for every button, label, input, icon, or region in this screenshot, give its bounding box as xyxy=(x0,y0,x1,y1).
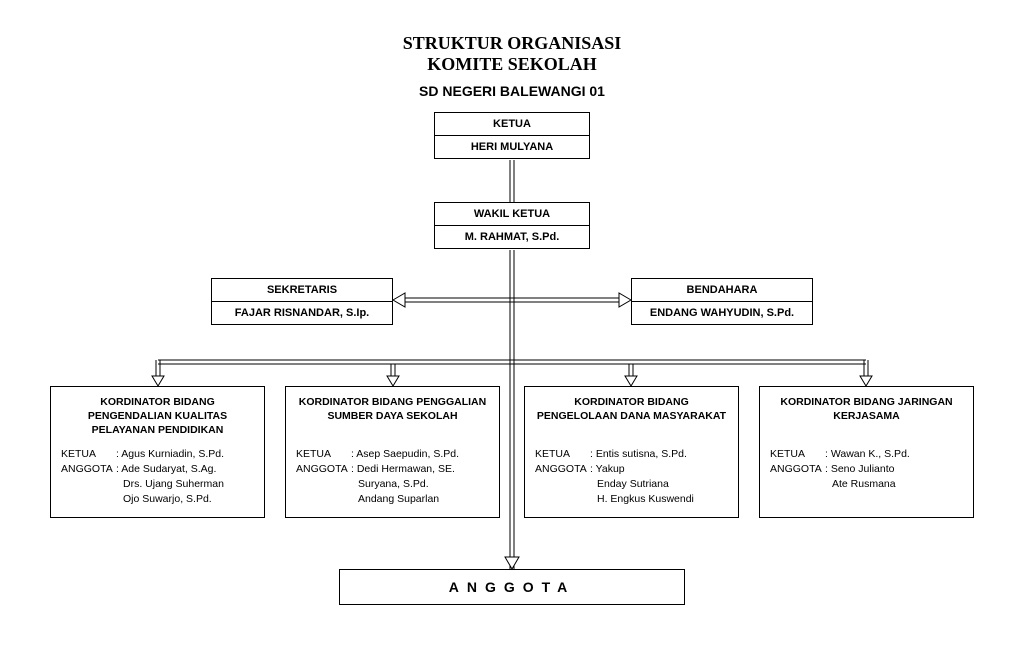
k4-a1: Ate Rusmana xyxy=(825,478,896,490)
org-chart-canvas: STRUKTUR ORGANISASI KOMITE SEKOLAH SD NE… xyxy=(0,0,1024,653)
k2-a1: Suryana, S.Pd. xyxy=(351,478,429,490)
koordinator-title-1: KORDINATOR BIDANG PENGENDALIAN KUALITAS … xyxy=(61,395,254,439)
koordinator-body-2: KETUAAsep Saepudin, S.Pd. ANGGOTADedi He… xyxy=(296,447,489,507)
koordinator-title-3: KORDINATOR BIDANG PENGELOLAAN DANA MASYA… xyxy=(535,395,728,439)
node-ketua-role: KETUA xyxy=(435,113,589,136)
k1-a0: Ade Sudaryat, S.Ag. xyxy=(116,463,216,475)
k2-ketua: Asep Saepudin, S.Pd. xyxy=(351,448,459,460)
school-name: SD NEGERI BALEWANGI 01 xyxy=(0,83,1024,99)
title-line1: STRUKTUR ORGANISASI xyxy=(0,33,1024,54)
anggota-label: ANGGOTA xyxy=(535,462,590,477)
k3-ketua: Entis sutisna, S.Pd. xyxy=(590,448,687,460)
k3-a0: Yakup xyxy=(590,463,625,475)
k1-ketua: Agus Kurniadin, S.Pd. xyxy=(116,448,224,460)
anggota-label: ANGGOTA xyxy=(770,462,825,477)
node-ketua: KETUA HERI MULYANA xyxy=(434,112,590,159)
title-line2: KOMITE SEKOLAH xyxy=(0,54,1024,75)
k4-ketua: Wawan K., S.Pd. xyxy=(825,448,910,460)
koordinator-body-1: KETUAAgus Kurniadin, S.Pd. ANGGOTAAde Su… xyxy=(61,447,254,507)
node-sekretaris-role: SEKRETARIS xyxy=(212,279,392,302)
k1-a1: Drs. Ujang Suherman xyxy=(116,478,224,490)
title-block: STRUKTUR ORGANISASI KOMITE SEKOLAH SD NE… xyxy=(0,33,1024,99)
anggota-bar-text: ANGGOTA xyxy=(449,579,576,595)
node-wakil-name: M. RAHMAT, S.Pd. xyxy=(435,226,589,248)
k1-a2: Ojo Suwarjo, S.Pd. xyxy=(116,493,212,505)
node-ketua-name: HERI MULYANA xyxy=(435,136,589,158)
k3-a2: H. Engkus Kuswendi xyxy=(590,493,694,505)
anggota-bar: ANGGOTA xyxy=(339,569,685,605)
koordinator-body-4: KETUAWawan K., S.Pd. ANGGOTASeno Juliant… xyxy=(770,447,963,507)
ketua-label: KETUA xyxy=(61,447,116,462)
node-wakil-role: WAKIL KETUA xyxy=(435,203,589,226)
k2-a2: Andang Suparlan xyxy=(351,493,439,505)
koordinator-title-4: KORDINATOR BIDANG JARINGAN KERJASAMA xyxy=(770,395,963,439)
koordinator-body-3: KETUAEntis sutisna, S.Pd. ANGGOTAYakup E… xyxy=(535,447,728,507)
k4-a0: Seno Julianto xyxy=(825,463,894,475)
node-wakil: WAKIL KETUA M. RAHMAT, S.Pd. xyxy=(434,202,590,249)
k3-a1: Enday Sutriana xyxy=(590,478,669,490)
node-bendahara-role: BENDAHARA xyxy=(632,279,812,302)
k4-a2 xyxy=(825,493,832,505)
koordinator-title-2: KORDINATOR BIDANG PENGGALIAN SUMBER DAYA… xyxy=(296,395,489,439)
koordinator-box-1: KORDINATOR BIDANG PENGENDALIAN KUALITAS … xyxy=(50,386,265,518)
koordinator-box-4: KORDINATOR BIDANG JARINGAN KERJASAMA KET… xyxy=(759,386,974,518)
k2-a0: Dedi Hermawan, SE. xyxy=(351,463,455,475)
koordinator-box-2: KORDINATOR BIDANG PENGGALIAN SUMBER DAYA… xyxy=(285,386,500,518)
ketua-label: KETUA xyxy=(296,447,351,462)
koordinator-box-3: KORDINATOR BIDANG PENGELOLAAN DANA MASYA… xyxy=(524,386,739,518)
anggota-label: ANGGOTA xyxy=(61,462,116,477)
ketua-label: KETUA xyxy=(770,447,825,462)
ketua-label: KETUA xyxy=(535,447,590,462)
node-sekretaris: SEKRETARIS FAJAR RISNANDAR, S.Ip. xyxy=(211,278,393,325)
node-bendahara: BENDAHARA ENDANG WAHYUDIN, S.Pd. xyxy=(631,278,813,325)
anggota-label: ANGGOTA xyxy=(296,462,351,477)
node-bendahara-name: ENDANG WAHYUDIN, S.Pd. xyxy=(632,302,812,324)
node-sekretaris-name: FAJAR RISNANDAR, S.Ip. xyxy=(212,302,392,324)
